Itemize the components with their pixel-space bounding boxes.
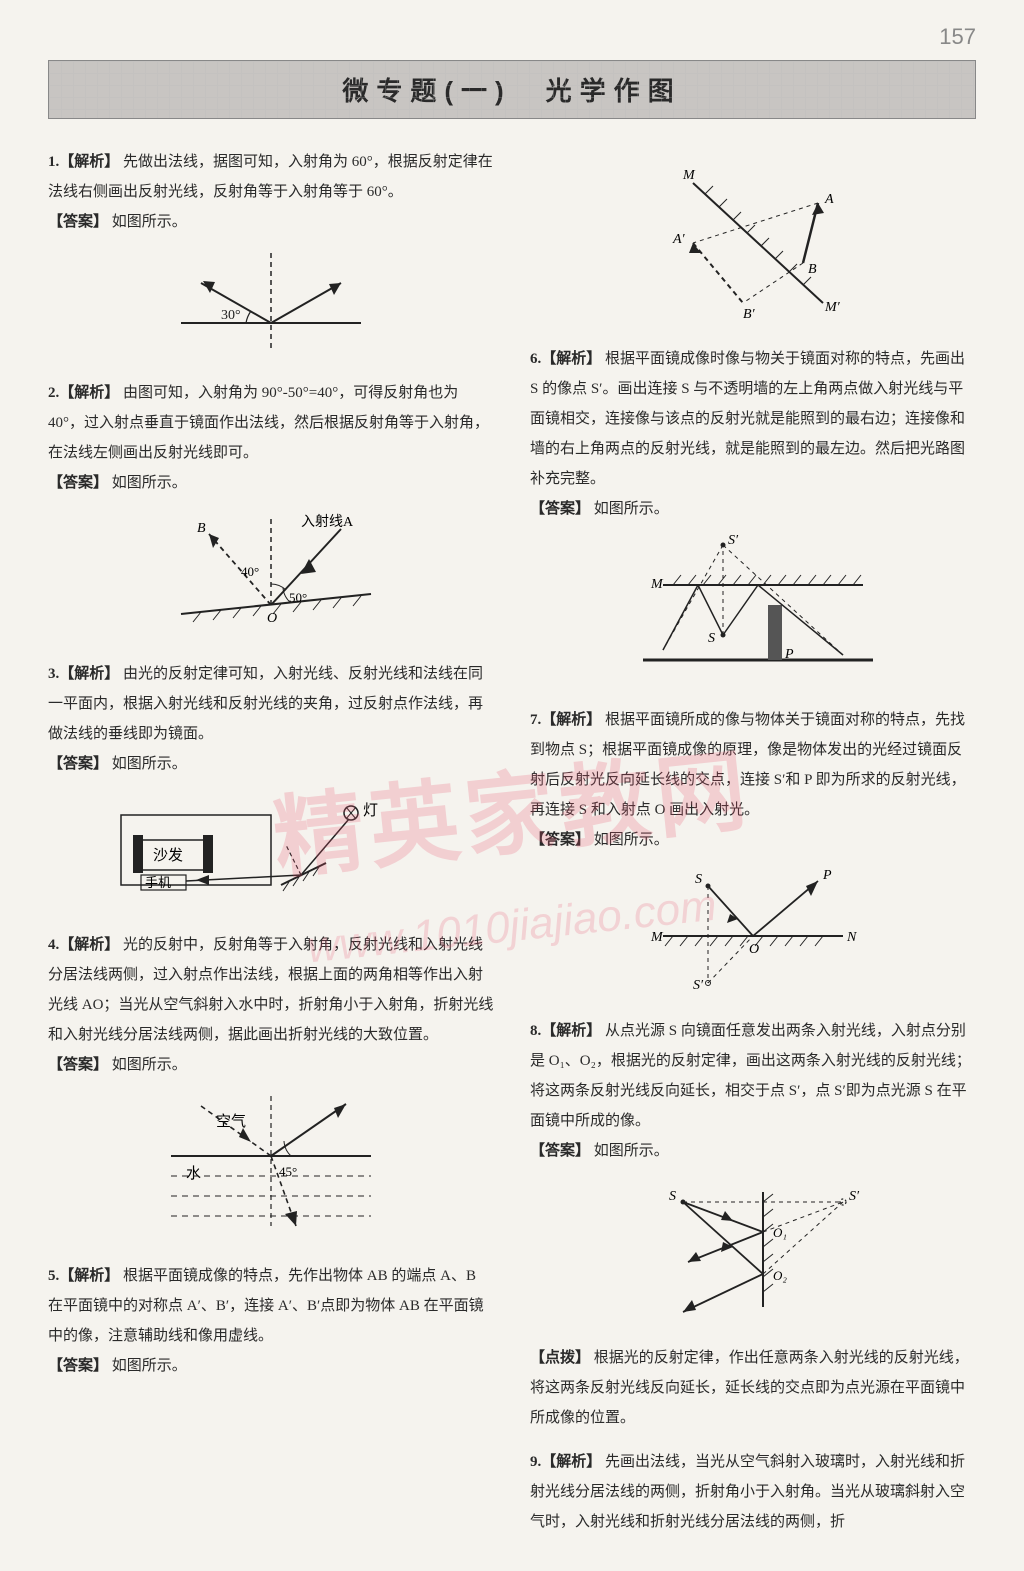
q2-head: 2.【解析】 (48, 385, 119, 401)
q5-figure: M M′ A B A′ B′ (530, 153, 976, 334)
svg-text:50°: 50° (289, 590, 307, 605)
q7-answer-text: 如图所示。 (594, 832, 669, 848)
q3-answer-head: 【答案】 (48, 756, 108, 772)
q9-head: 9.【解析】 (530, 1454, 601, 1470)
svg-text:S: S (669, 1189, 676, 1204)
svg-text:N: N (846, 930, 857, 945)
question-6: 6.【解析】 根据平面镜成像时像与物关于镜面对称的特点，先画出 S 的像点 S′… (530, 344, 976, 691)
question-3: 3.【解析】 由光的反射定律可知，入射光线、反射光线和法线在同一平面内，根据入射… (48, 659, 494, 916)
question-8: 8.【解析】 从点光源 S 向镜面任意发出两条入射光线，入射点分别是 O₁、O₂… (530, 1016, 976, 1433)
svg-text:B: B (197, 521, 206, 536)
svg-text:M: M (682, 168, 696, 183)
q8-answer-head: 【答案】 (530, 1143, 590, 1159)
svg-text:S′: S′ (693, 978, 704, 991)
q4-answer-head: 【答案】 (48, 1057, 108, 1073)
svg-text:A: A (824, 192, 834, 207)
q8-head: 8.【解析】 (530, 1023, 601, 1039)
q5-head: 5.【解析】 (48, 1268, 119, 1284)
svg-text:O: O (749, 942, 759, 957)
q6-answer-text: 如图所示。 (594, 501, 669, 517)
svg-text:手机: 手机 (145, 875, 171, 890)
page-root: 157 微专题(一) 光学作图 1.【解析】 先做出法线，据图可知，入射角为 6… (0, 0, 1024, 1571)
q4-head: 4.【解析】 (48, 937, 119, 953)
svg-text:S: S (708, 631, 715, 646)
q1-answer-head: 【答案】 (48, 214, 108, 230)
q5-answer-head: 【答案】 (48, 1358, 108, 1374)
q4-figure: 空气 水 (48, 1086, 494, 1247)
page-number: 157 (939, 24, 976, 50)
q8-figure: S S′ O₁ O₂ (530, 1172, 976, 1333)
question-1: 1.【解析】 先做出法线，据图可知，入射角为 60°，根据反射定律在法线右侧画出… (48, 147, 494, 364)
q7-figure: M N O S S′ (530, 861, 976, 1002)
svg-text:M: M (650, 930, 664, 945)
svg-text:A′: A′ (672, 232, 686, 247)
q6-figure: M P S S′ (530, 530, 976, 691)
svg-text:灯: 灯 (363, 802, 378, 819)
svg-text:45°: 45° (279, 1164, 297, 1179)
columns: 1.【解析】 先做出法线，据图可知，入射角为 60°，根据反射定律在法线右侧画出… (48, 147, 976, 1551)
svg-text:B′: B′ (743, 307, 756, 322)
title-bar: 微专题(一) 光学作图 (48, 60, 976, 119)
svg-text:B: B (808, 262, 817, 277)
q3-answer-text: 如图所示。 (112, 756, 187, 772)
q6-head: 6.【解析】 (530, 351, 601, 367)
svg-text:M: M (650, 577, 664, 592)
question-2: 2.【解析】 由图可知，入射角为 90°-50°=40°，可得反射角也为 40°… (48, 378, 494, 645)
svg-text:40°: 40° (241, 564, 259, 579)
svg-text:O₁: O₁ (773, 1225, 787, 1240)
svg-text:P: P (784, 647, 794, 662)
svg-text:水: 水 (186, 1165, 201, 1182)
q7-head: 7.【解析】 (530, 712, 601, 728)
svg-text:30°: 30° (221, 308, 241, 323)
q8-hint-text: 根据光的反射定律，作出任意两条入射光线的反射光线，将这两条反射光线反向延长，延长… (530, 1350, 969, 1426)
q2-answer-text: 如图所示。 (112, 475, 187, 491)
question-9: 9.【解析】 先画出法线，当光从空气斜射入玻璃时，入射光线和折射光线分居法线的两… (530, 1447, 976, 1537)
q5-answer-text: 如图所示。 (112, 1358, 187, 1374)
q1-answer-text: 如图所示。 (112, 214, 187, 230)
q2-answer-head: 【答案】 (48, 475, 108, 491)
q6-answer-head: 【答案】 (530, 501, 590, 517)
svg-text:M′: M′ (824, 300, 841, 315)
svg-text:S: S (695, 872, 702, 887)
question-5: 5.【解析】 根据平面镜成像的特点，先作出物体 AB 的端点 A、B 在平面镜中… (48, 1261, 494, 1381)
q4-answer-text: 如图所示。 (112, 1057, 187, 1073)
left-column: 1.【解析】 先做出法线，据图可知，入射角为 60°，根据反射定律在法线右侧画出… (48, 147, 494, 1551)
question-7: 7.【解析】 根据平面镜所成的像与物体关于镜面对称的特点，先找到物点 S；根据平… (530, 705, 976, 1002)
svg-text:O₂: O₂ (773, 1268, 787, 1283)
q1-figure: 30° (48, 243, 494, 364)
q3-head: 3.【解析】 (48, 666, 119, 682)
q1-head: 1.【解析】 (48, 154, 119, 170)
q8-hint-head: 【点拨】 (530, 1350, 590, 1366)
svg-text:沙发: 沙发 (153, 847, 183, 864)
q6-text: 根据平面镜成像时像与物关于镜面对称的特点，先画出 S 的像点 S′。画出连接 S… (530, 351, 965, 487)
q7-answer-head: 【答案】 (530, 832, 590, 848)
svg-text:P: P (822, 868, 832, 883)
svg-text:入射线: 入射线 (301, 514, 343, 530)
svg-text:S′: S′ (728, 533, 739, 548)
q8-answer-text: 如图所示。 (594, 1143, 669, 1159)
title-text: 微专题(一) 光学作图 (342, 76, 681, 106)
q3-figure: 沙发 手机 灯 (48, 785, 494, 916)
svg-text:S′: S′ (849, 1189, 860, 1204)
q2-figure: A 入射线 B 40° 50° O (48, 504, 494, 645)
right-column: M M′ A B A′ B′ (530, 147, 976, 1551)
question-4: 4.【解析】 光的反射中，反射角等于入射角，反射光线和入射光线分居法线两侧，过入… (48, 930, 494, 1247)
svg-text:O: O (267, 611, 277, 626)
svg-text:A: A (343, 515, 354, 530)
